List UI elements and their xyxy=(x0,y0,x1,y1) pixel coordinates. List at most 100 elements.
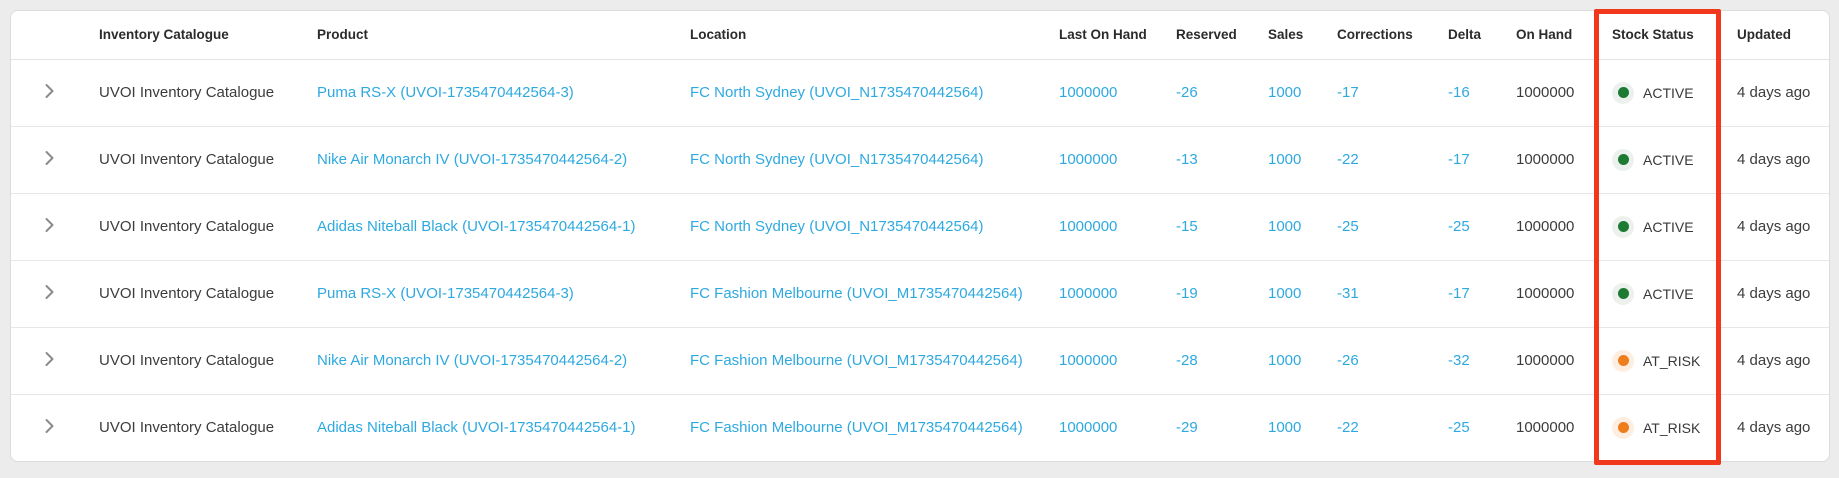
product-link[interactable]: Adidas Niteball Black (UVOI-173547044256… xyxy=(317,419,636,437)
header-sales: Sales xyxy=(1268,11,1337,60)
reserved-link[interactable]: -26 xyxy=(1176,84,1198,101)
status-badge: ACTIVE xyxy=(1612,81,1694,104)
table-row: UVOI Inventory Catalogue Adidas Niteball… xyxy=(11,394,1829,461)
reserved-link[interactable]: -13 xyxy=(1176,151,1198,168)
delta-link[interactable]: -17 xyxy=(1448,285,1470,302)
header-corrections: Corrections xyxy=(1337,11,1448,60)
delta-link[interactable]: -25 xyxy=(1448,218,1470,235)
chevron-right-icon[interactable] xyxy=(41,217,57,233)
last-on-hand-link[interactable]: 1000000 xyxy=(1059,285,1118,302)
table-header-row: Inventory Catalogue Product Location Las… xyxy=(11,11,1829,60)
table-row: UVOI Inventory Catalogue Nike Air Monarc… xyxy=(11,327,1829,395)
updated-cell: 4 days ago xyxy=(1737,260,1829,328)
header-location: Location xyxy=(690,11,1059,60)
status-label: AT_RISK xyxy=(1643,419,1701,436)
updated-cell: 4 days ago xyxy=(1737,327,1829,395)
product-link[interactable]: Nike Air Monarch IV (UVOI-1735470442564-… xyxy=(317,151,628,168)
sales-link[interactable]: 1000 xyxy=(1268,419,1302,437)
on-hand-cell: 1000000 xyxy=(1516,126,1612,194)
location-link[interactable]: FC North Sydney (UVOI_N1735470442564) xyxy=(690,218,984,235)
corrections-link[interactable]: -26 xyxy=(1337,352,1359,369)
chevron-right-icon[interactable] xyxy=(41,83,57,99)
chevron-right-icon[interactable] xyxy=(41,284,57,300)
status-label: ACTIVE xyxy=(1643,151,1694,168)
last-on-hand-link[interactable]: 1000000 xyxy=(1059,352,1118,369)
reserved-link[interactable]: -15 xyxy=(1176,218,1198,235)
delta-link[interactable]: -32 xyxy=(1448,352,1470,369)
table-row: UVOI Inventory Catalogue Nike Air Monarc… xyxy=(11,126,1829,194)
status-label: ACTIVE xyxy=(1643,285,1694,302)
corrections-link[interactable]: -22 xyxy=(1337,151,1359,168)
on-hand-cell: 1000000 xyxy=(1516,193,1612,261)
product-link[interactable]: Nike Air Monarch IV (UVOI-1735470442564-… xyxy=(317,352,628,369)
header-updated: Updated xyxy=(1737,11,1829,60)
location-link[interactable]: FC North Sydney (UVOI_N1735470442564) xyxy=(690,84,984,101)
reserved-link[interactable]: -19 xyxy=(1176,285,1198,302)
delta-link[interactable]: -16 xyxy=(1448,84,1470,101)
table-row: UVOI Inventory Catalogue Adidas Niteball… xyxy=(11,193,1829,261)
last-on-hand-link[interactable]: 1000000 xyxy=(1059,151,1118,168)
inventory-table-card: Inventory Catalogue Product Location Las… xyxy=(10,10,1830,462)
header-product: Product xyxy=(317,11,690,60)
product-link[interactable]: Puma RS-X (UVOI-1735470442564-3) xyxy=(317,84,574,101)
location-link[interactable]: FC Fashion Melbourne (UVOI_M173547044256… xyxy=(690,352,1023,369)
inventory-table: Inventory Catalogue Product Location Las… xyxy=(11,11,1829,461)
header-delta: Delta xyxy=(1448,11,1516,60)
delta-link[interactable]: -17 xyxy=(1448,151,1470,168)
sales-link[interactable]: 1000 xyxy=(1268,218,1302,235)
status-dot-icon xyxy=(1612,215,1634,238)
sales-link[interactable]: 1000 xyxy=(1268,352,1302,369)
status-label: ACTIVE xyxy=(1643,218,1694,235)
header-stock-status: Stock Status xyxy=(1612,11,1737,60)
delta-link[interactable]: -25 xyxy=(1448,419,1470,437)
status-badge: ACTIVE xyxy=(1612,148,1694,171)
corrections-link[interactable]: -31 xyxy=(1337,285,1359,302)
catalogue-cell: UVOI Inventory Catalogue xyxy=(99,260,317,328)
header-reserved: Reserved xyxy=(1176,11,1268,60)
status-label: AT_RISK xyxy=(1643,352,1701,369)
last-on-hand-link[interactable]: 1000000 xyxy=(1059,419,1118,437)
sales-link[interactable]: 1000 xyxy=(1268,84,1302,101)
location-link[interactable]: FC North Sydney (UVOI_N1735470442564) xyxy=(690,151,984,168)
updated-cell: 4 days ago xyxy=(1737,59,1829,127)
product-link[interactable]: Puma RS-X (UVOI-1735470442564-3) xyxy=(317,285,574,302)
sales-link[interactable]: 1000 xyxy=(1268,285,1302,302)
corrections-link[interactable]: -17 xyxy=(1337,84,1359,101)
status-dot-icon xyxy=(1612,81,1634,104)
on-hand-cell: 1000000 xyxy=(1516,419,1575,437)
catalogue-cell: UVOI Inventory Catalogue xyxy=(99,59,317,127)
status-badge: AT_RISK xyxy=(1612,416,1701,439)
chevron-right-icon[interactable] xyxy=(41,150,57,166)
status-dot-icon xyxy=(1612,349,1634,372)
table-row: UVOI Inventory Catalogue Puma RS-X (UVOI… xyxy=(11,59,1829,127)
chevron-right-icon[interactable] xyxy=(41,351,57,367)
sales-link[interactable]: 1000 xyxy=(1268,151,1302,168)
table-row: UVOI Inventory Catalogue Puma RS-X (UVOI… xyxy=(11,260,1829,328)
location-link[interactable]: FC Fashion Melbourne (UVOI_M173547044256… xyxy=(690,285,1023,302)
table-body: UVOI Inventory Catalogue Puma RS-X (UVOI… xyxy=(11,59,1829,461)
status-badge: ACTIVE xyxy=(1612,215,1694,238)
reserved-link[interactable]: -29 xyxy=(1176,419,1198,437)
last-on-hand-link[interactable]: 1000000 xyxy=(1059,84,1118,101)
header-on-hand: On Hand xyxy=(1516,11,1612,60)
corrections-link[interactable]: -22 xyxy=(1337,419,1359,437)
on-hand-cell: 1000000 xyxy=(1516,59,1612,127)
header-expand xyxy=(11,11,99,60)
reserved-link[interactable]: -28 xyxy=(1176,352,1198,369)
chevron-right-icon[interactable] xyxy=(41,418,57,434)
location-link[interactable]: FC Fashion Melbourne (UVOI_M173547044256… xyxy=(690,419,1023,437)
status-dot-icon xyxy=(1612,416,1634,439)
catalogue-cell: UVOI Inventory Catalogue xyxy=(99,193,317,261)
status-badge: ACTIVE xyxy=(1612,282,1694,305)
last-on-hand-link[interactable]: 1000000 xyxy=(1059,218,1118,235)
status-dot-icon xyxy=(1612,148,1634,171)
updated-cell: 4 days ago xyxy=(1737,126,1829,194)
catalogue-cell: UVOI Inventory Catalogue xyxy=(99,419,275,437)
on-hand-cell: 1000000 xyxy=(1516,260,1612,328)
status-dot-icon xyxy=(1612,282,1634,305)
catalogue-cell: UVOI Inventory Catalogue xyxy=(99,126,317,194)
corrections-link[interactable]: -25 xyxy=(1337,218,1359,235)
product-link[interactable]: Adidas Niteball Black (UVOI-173547044256… xyxy=(317,218,636,235)
status-badge: AT_RISK xyxy=(1612,349,1701,372)
